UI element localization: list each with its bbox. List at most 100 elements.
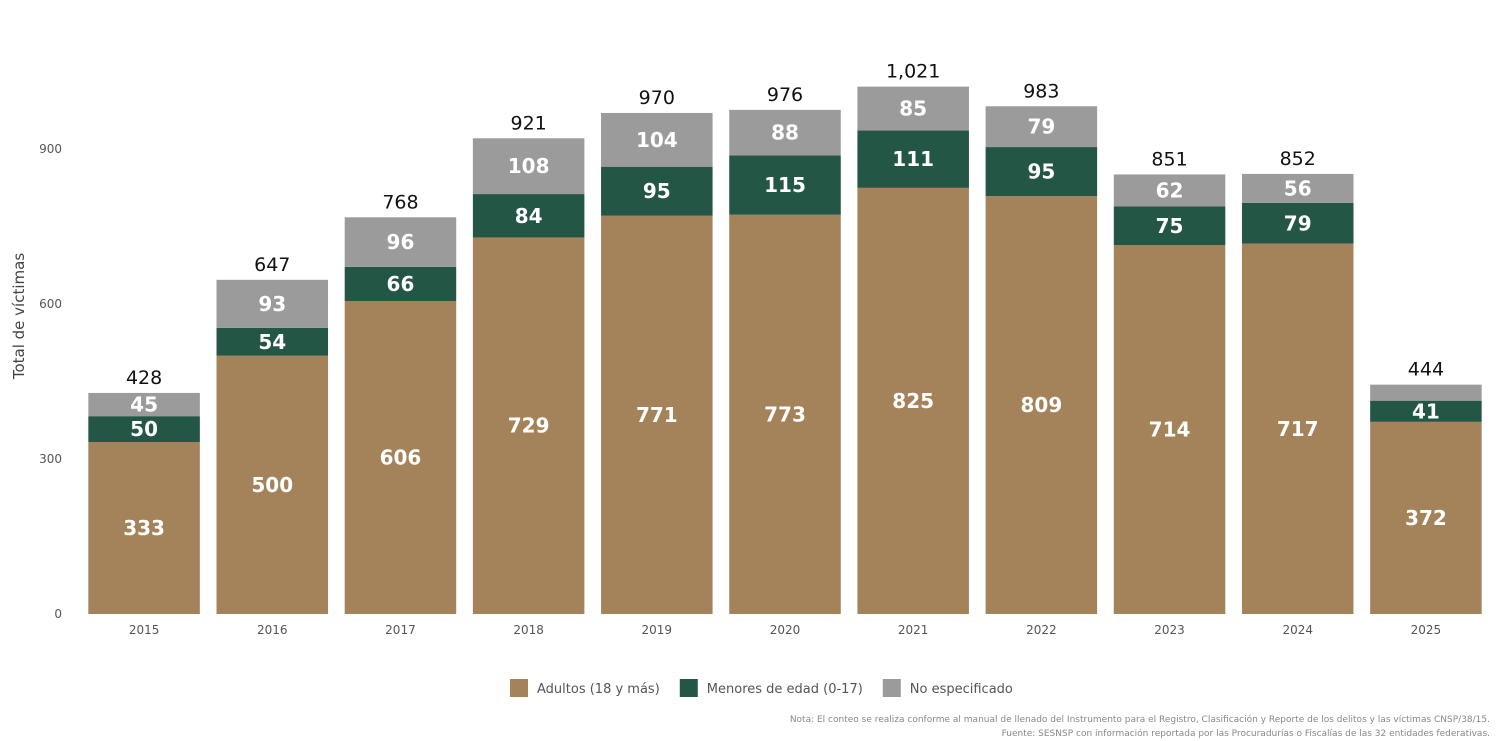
segment-value-label: 54 xyxy=(258,330,286,354)
bar-total-label: 852 xyxy=(1280,148,1316,170)
segment-value-label: 93 xyxy=(258,292,286,316)
bar-segment xyxy=(729,109,841,156)
segment-value-label: 115 xyxy=(764,173,806,197)
y-axis: 0 300 600 900 xyxy=(39,142,62,621)
segment-value-label: 773 xyxy=(764,402,806,426)
segment-value-label: 95 xyxy=(643,179,671,203)
bar-total-label: 647 xyxy=(254,254,290,276)
bar-segment xyxy=(472,237,585,614)
x-tick-label: 2025 xyxy=(1411,623,1442,637)
legend-label: No especificado xyxy=(910,682,1013,697)
segment-value-label: 717 xyxy=(1277,417,1319,441)
x-tick-label: 2020 xyxy=(770,623,801,637)
bar-segment xyxy=(344,300,457,614)
legend-swatch xyxy=(510,679,528,697)
bar-segment xyxy=(472,194,585,238)
x-tick-label: 2018 xyxy=(513,623,544,637)
bar-segment xyxy=(88,392,200,417)
segment-value-label: 111 xyxy=(892,147,934,171)
bar-segment xyxy=(857,187,969,614)
bar-segment xyxy=(216,327,329,356)
bar-segment xyxy=(729,214,841,614)
bar-segment xyxy=(1370,421,1482,614)
segment-value-label: 45 xyxy=(130,393,158,417)
segment-value-label: 75 xyxy=(1156,214,1184,238)
segment-value-label: 729 xyxy=(508,414,550,438)
bar-segment xyxy=(1113,245,1226,614)
bar-segment xyxy=(344,217,457,267)
x-tick-label: 2016 xyxy=(257,623,288,637)
segment-value-label: 56 xyxy=(1284,176,1312,200)
x-tick-label: 2022 xyxy=(1026,623,1057,637)
bar-segment xyxy=(985,106,1098,148)
segment-value-label: 41 xyxy=(1412,399,1440,423)
y-tick-label: 0 xyxy=(54,607,62,621)
segment-value-label: 88 xyxy=(771,121,799,145)
bar-segment xyxy=(1113,174,1226,207)
x-tick-label: 2024 xyxy=(1282,623,1313,637)
bar-segment xyxy=(472,138,585,195)
bar-segment xyxy=(1241,243,1354,614)
segment-value-label: 809 xyxy=(1020,393,1062,417)
bar-segment xyxy=(985,196,1098,614)
segment-value-label: 96 xyxy=(387,230,415,254)
segment-value-label: 79 xyxy=(1284,211,1312,235)
x-tick-label: 2021 xyxy=(898,623,929,637)
bar-total-label: 428 xyxy=(126,367,162,389)
bar-segment xyxy=(1241,202,1354,244)
legend-swatch xyxy=(679,679,698,697)
bar-segment xyxy=(344,266,457,301)
bar-segment xyxy=(88,416,200,442)
bar-segment xyxy=(857,86,969,131)
bar-total-label: 921 xyxy=(511,112,547,134)
legend: Adultos (18 y más) Menores de edad (0-17)… xyxy=(510,679,1013,697)
y-axis-label: Total de víctimas xyxy=(10,253,28,380)
segment-value-label: 79 xyxy=(1027,115,1055,139)
bar-segment xyxy=(216,279,329,328)
segment-value-label: 50 xyxy=(130,417,158,441)
legend-swatch xyxy=(882,679,901,697)
bar-segment xyxy=(88,441,200,614)
bar-total-label: 444 xyxy=(1408,359,1444,381)
bar-total-label: 983 xyxy=(1023,80,1059,102)
bar-total-label: 768 xyxy=(382,191,418,213)
segment-value-label: 66 xyxy=(387,272,415,296)
segment-value-label: 104 xyxy=(636,128,678,152)
segment-value-label: 333 xyxy=(123,516,165,540)
bar-segment xyxy=(729,155,841,215)
x-tick-label: 2015 xyxy=(129,623,160,637)
legend-label: Adultos (18 y más) xyxy=(537,682,660,697)
segment-value-label: 108 xyxy=(508,154,550,178)
bar-segment xyxy=(985,147,1098,197)
segment-value-label: 84 xyxy=(515,204,543,228)
bar-segment xyxy=(1113,206,1226,246)
x-tick-label: 2023 xyxy=(1154,623,1185,637)
x-axis: 2015 2016 2017 2018 2019 2020 2021 2022 2023 2024… xyxy=(129,623,1441,637)
note-text: Nota: El conteo se realiza conforme al m… xyxy=(790,714,1490,725)
bar-segment xyxy=(601,215,713,615)
bar-segment xyxy=(1241,173,1354,203)
bar-segment xyxy=(1370,400,1482,422)
legend-label: Menores de edad (0-17) xyxy=(707,682,863,697)
bar-segment xyxy=(216,355,329,614)
segment-value-label: 95 xyxy=(1027,160,1055,184)
bar-segment xyxy=(857,130,969,188)
segment-value-label: 771 xyxy=(636,403,678,427)
y-tick-label: 600 xyxy=(39,297,62,311)
bar-total-label: 970 xyxy=(639,87,675,109)
segment-value-label: 85 xyxy=(899,97,927,121)
segment-value-label: 714 xyxy=(1149,418,1191,442)
segment-value-label: 825 xyxy=(892,389,934,413)
bar-total-label: 851 xyxy=(1151,148,1187,170)
source-text: Fuente: SESNSP con información reportada… xyxy=(1002,728,1490,739)
bar-total-label: 976 xyxy=(767,84,803,106)
bar-total-label: 1,021 xyxy=(886,61,940,83)
segment-value-label: 606 xyxy=(380,445,422,469)
segment-value-label: 62 xyxy=(1156,178,1184,202)
bar-segment xyxy=(601,166,713,216)
segment-value-label: 500 xyxy=(251,473,293,497)
bar-segment xyxy=(601,112,713,167)
x-tick-label: 2017 xyxy=(385,623,416,637)
